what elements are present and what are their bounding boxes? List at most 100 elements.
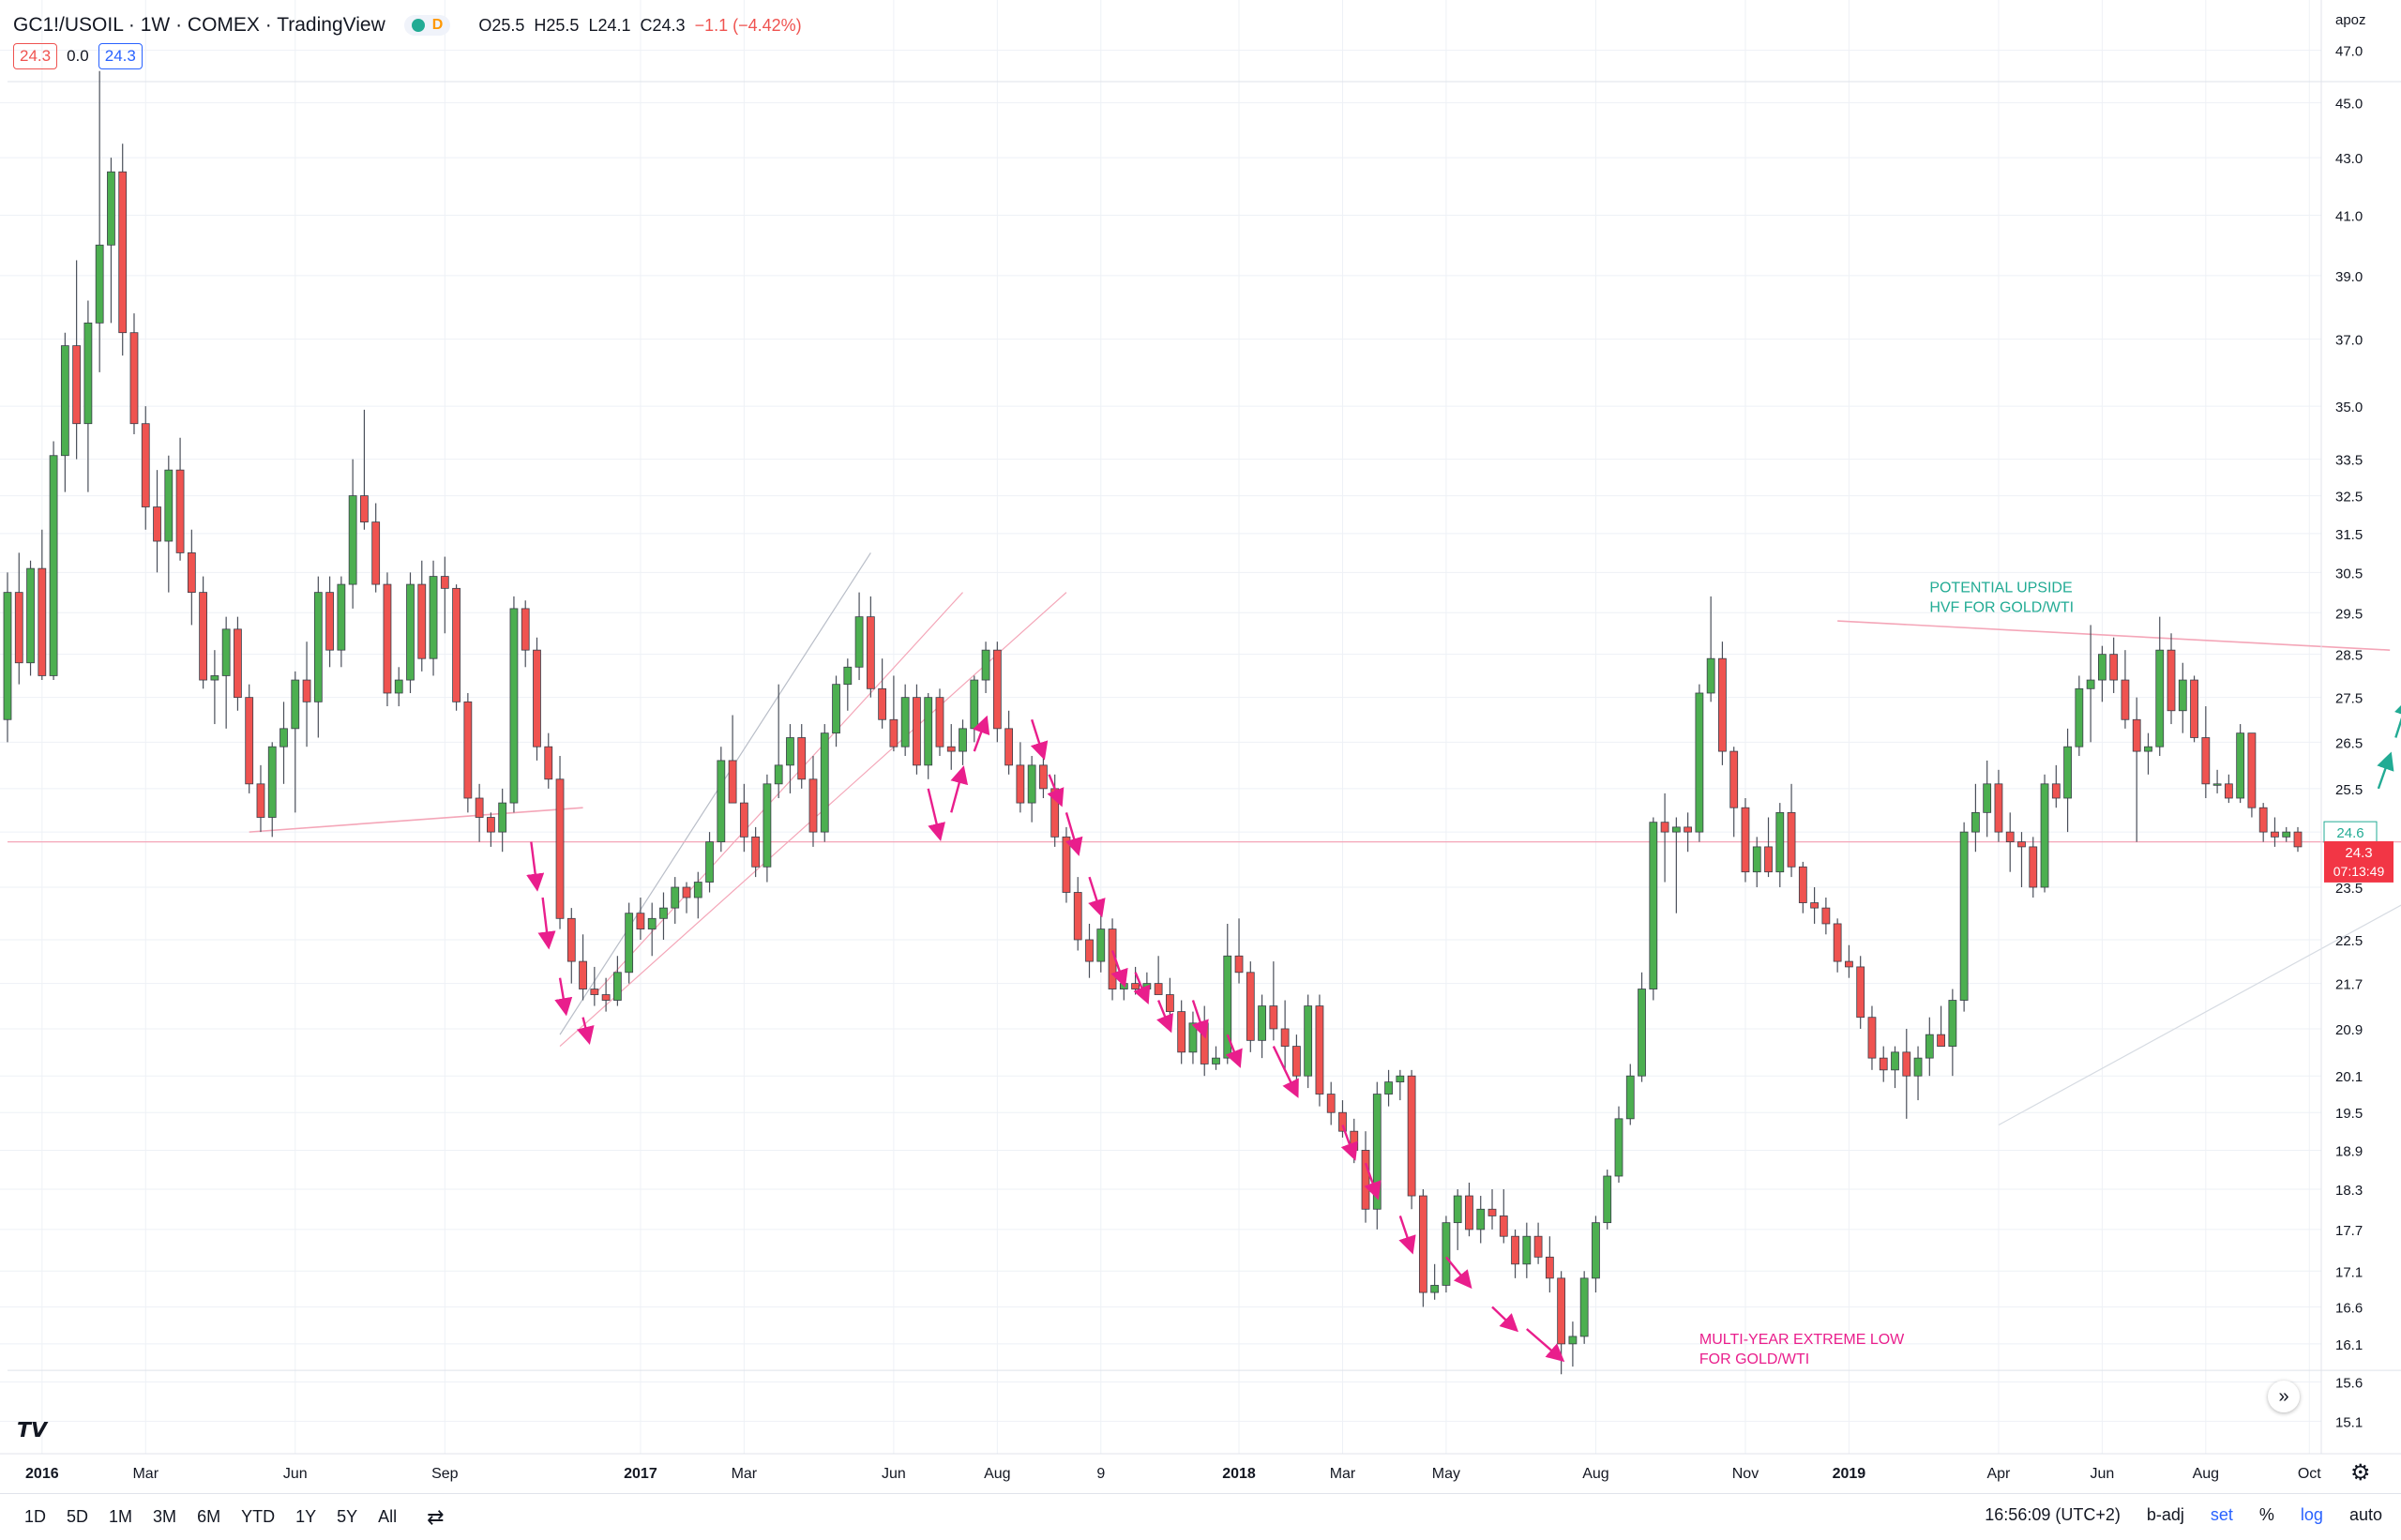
- candle-body: [544, 746, 553, 780]
- candle-body: [1384, 1081, 1393, 1095]
- scroll-to-realtime-icon[interactable]: »: [2268, 1381, 2300, 1412]
- clock-time[interactable]: 16:56:09 (UTC+2): [1985, 1505, 2121, 1524]
- candle: [256, 764, 265, 833]
- market-status[interactable]: D: [403, 15, 451, 36]
- candle-body: [1994, 783, 2003, 833]
- candle-body: [1119, 983, 1128, 989]
- candle-body: [717, 760, 726, 843]
- candle: [1625, 1064, 1635, 1125]
- candle: [866, 596, 875, 698]
- candle: [1568, 1321, 1578, 1367]
- timeframe-1m[interactable]: 1M: [109, 1507, 133, 1526]
- candle-body: [2258, 807, 2268, 833]
- log-toggle[interactable]: log: [2300, 1505, 2323, 1524]
- symbol-title[interactable]: GC1!/USOIL · 1W · COMEX · TradingView: [13, 14, 385, 36]
- candle-body: [1718, 657, 1727, 752]
- candle-body: [348, 495, 357, 585]
- percent-toggle[interactable]: %: [2258, 1505, 2274, 1524]
- candle: [1177, 1000, 1186, 1064]
- candle: [590, 966, 599, 1006]
- candle-body: [808, 778, 818, 833]
- candle: [2132, 697, 2141, 842]
- candle: [612, 956, 622, 1006]
- candle: [555, 755, 565, 929]
- candle-body: [1845, 960, 1853, 968]
- candle-body: [1269, 1005, 1278, 1030]
- candle: [509, 596, 519, 813]
- candle-body: [187, 552, 196, 594]
- candle: [1511, 1229, 1519, 1278]
- candle: [452, 584, 461, 711]
- candle-body: [1407, 1075, 1416, 1197]
- candle: [83, 300, 93, 492]
- candle-body: [1971, 811, 1980, 833]
- candle: [1948, 989, 1957, 1077]
- candle-body: [234, 628, 242, 699]
- timeframe-ytd[interactable]: YTD: [241, 1507, 276, 1526]
- candle: [234, 616, 242, 711]
- candle-body: [337, 583, 346, 651]
- annotation-label-line: HVF FOR GOLD/WTI: [1929, 600, 2074, 616]
- candle: [2017, 832, 2026, 888]
- chart-header: GC1!/USOIL · 1W · COMEX · TradingView D …: [13, 11, 802, 39]
- timeframe-1y[interactable]: 1Y: [295, 1507, 317, 1526]
- last-price-text: 24.3: [2345, 845, 2372, 861]
- candle-body: [854, 616, 864, 668]
- candle: [659, 892, 668, 940]
- candle: [2201, 706, 2211, 798]
- candle-body: [83, 322, 93, 425]
- candle: [267, 742, 277, 838]
- candle: [739, 783, 748, 853]
- candle: [129, 313, 139, 434]
- candle-body: [1879, 1057, 1888, 1071]
- ask-value[interactable]: 24.3: [98, 43, 143, 69]
- candle: [1050, 774, 1060, 847]
- candle-body: [118, 171, 128, 334]
- candle-body: [1545, 1256, 1554, 1279]
- timeframe-all[interactable]: All: [378, 1507, 398, 1526]
- candle: [2247, 732, 2257, 818]
- candle-body: [2212, 783, 2222, 786]
- candle-body: [1418, 1195, 1427, 1293]
- candle: [625, 902, 634, 984]
- candle-body: [1154, 983, 1163, 995]
- candle-body: [1798, 866, 1807, 903]
- timeframe-5y[interactable]: 5Y: [337, 1507, 358, 1526]
- bottom-toolbar: 1D 5D 1M 3M 6M YTD 1Y 5Y All ⇄ 16:56:09 (UTC+2) …: [0, 1493, 2401, 1540]
- badj-toggle[interactable]: b-adj: [2146, 1505, 2184, 1524]
- candle: [210, 650, 219, 725]
- candle: [2282, 826, 2291, 842]
- candle-body: [49, 455, 58, 676]
- candle-body: [95, 244, 104, 324]
- candle: [1292, 1034, 1301, 1089]
- candle-body: [498, 802, 507, 833]
- timeframe-1d[interactable]: 1D: [24, 1507, 47, 1526]
- candle: [647, 902, 657, 957]
- price-tick-label: 35.0: [2335, 400, 2363, 415]
- candle: [1154, 956, 1163, 995]
- timeframe-5d[interactable]: 5D: [67, 1507, 89, 1526]
- gear-icon[interactable]: ⚙: [2350, 1460, 2371, 1486]
- decline-arrow: [1340, 1125, 1358, 1161]
- set-toggle[interactable]: set: [2210, 1505, 2233, 1524]
- candle: [1925, 1017, 1934, 1077]
- bid-value[interactable]: 24.3: [13, 43, 58, 69]
- candle: [981, 642, 990, 693]
- timeframe-3m[interactable]: 3M: [153, 1507, 177, 1526]
- candle-body: [107, 171, 115, 246]
- candle: [487, 812, 495, 847]
- tradingview-logo-icon[interactable]: 𝙏𝙑: [17, 1418, 48, 1442]
- price-tick-label: 17.7: [2335, 1223, 2363, 1239]
- auto-toggle[interactable]: auto: [2348, 1505, 2382, 1524]
- candle-body: [267, 746, 277, 818]
- candle-body: [475, 797, 484, 818]
- price-tick-label: 43.0: [2335, 151, 2363, 167]
- timeframe-6m[interactable]: 6M: [197, 1507, 221, 1526]
- decline-arrow: [1364, 1162, 1382, 1200]
- candle: [1396, 1069, 1405, 1101]
- annotation-label-line: FOR GOLD/WTI: [1699, 1351, 1809, 1367]
- date-range-icon[interactable]: ⇄: [427, 1504, 445, 1529]
- candle: [1937, 1005, 1945, 1047]
- candle: [153, 470, 161, 573]
